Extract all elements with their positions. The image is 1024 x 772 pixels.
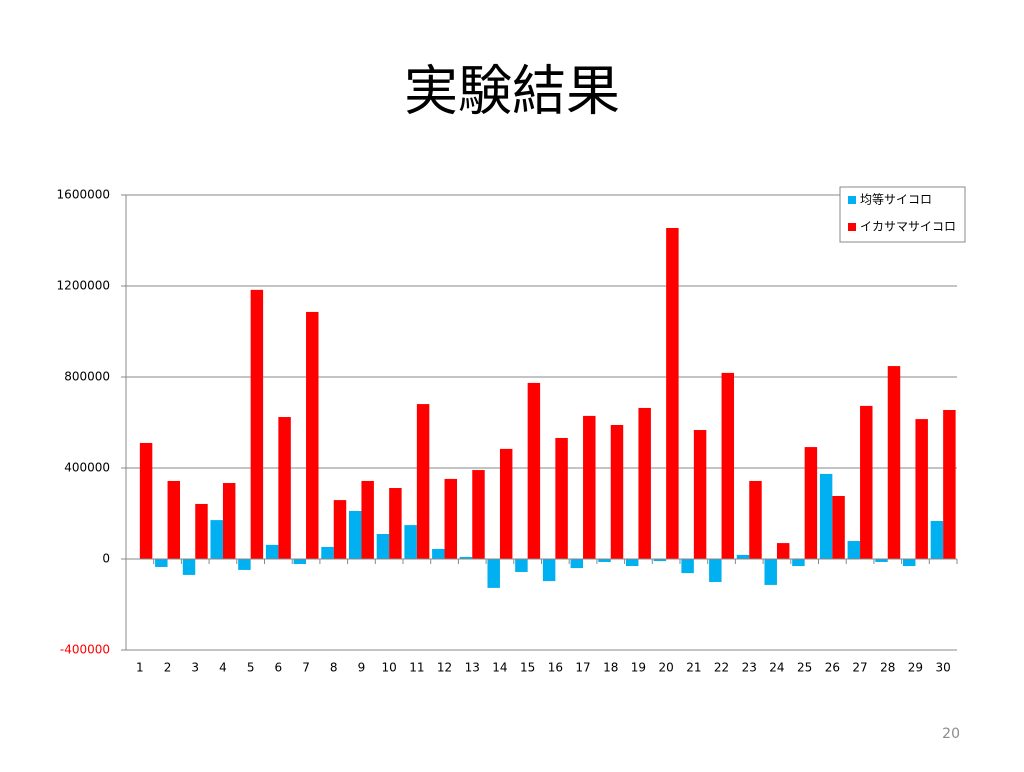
- bar: [445, 479, 457, 559]
- bar: [943, 410, 955, 559]
- x-tick-label: 27: [852, 661, 867, 675]
- x-tick-label: 16: [548, 661, 563, 675]
- bar: [764, 559, 776, 585]
- bar: [666, 228, 678, 559]
- bar: [848, 541, 860, 559]
- bar: [210, 520, 222, 559]
- x-tick-label: 5: [247, 661, 255, 675]
- bar: [555, 438, 567, 559]
- x-tick-label: 22: [714, 661, 729, 675]
- bar: [515, 559, 527, 572]
- bar: [888, 366, 900, 559]
- page-number: 20: [942, 726, 960, 742]
- legend-swatch: [848, 223, 856, 231]
- x-tick-label: 9: [358, 661, 366, 675]
- x-tick-label: 21: [686, 661, 701, 675]
- chart-title: 実験結果: [404, 60, 620, 123]
- bar: [168, 481, 180, 559]
- x-tick-label: 29: [908, 661, 923, 675]
- bar: [832, 496, 844, 559]
- bar: [820, 474, 832, 559]
- x-tick-label: 15: [520, 661, 535, 675]
- bar: [294, 559, 306, 564]
- x-tick-label: 24: [769, 661, 784, 675]
- x-tick-label: 7: [302, 661, 310, 675]
- bar: [472, 470, 484, 559]
- bar: [583, 416, 595, 559]
- bar: [638, 408, 650, 559]
- bar: [528, 383, 540, 559]
- bar: [417, 404, 429, 559]
- bar: [183, 559, 195, 575]
- y-tick-label: 800000: [64, 370, 110, 384]
- bar: [860, 406, 872, 559]
- bar: [278, 417, 290, 559]
- bar: [195, 504, 207, 559]
- bar: [404, 525, 416, 559]
- y-tick-label: 1200000: [57, 279, 110, 293]
- x-tick-label: 2: [164, 661, 172, 675]
- x-tick-label: 11: [409, 661, 424, 675]
- bar: [140, 443, 152, 559]
- x-tick-label: 17: [575, 661, 590, 675]
- bar: [487, 559, 499, 588]
- legend-swatch: [848, 196, 856, 204]
- bar: [432, 549, 444, 559]
- bar: [389, 488, 401, 559]
- bar: [377, 534, 389, 559]
- bar: [611, 425, 623, 559]
- x-tick-label: 13: [465, 661, 480, 675]
- x-tick-label: 25: [797, 661, 812, 675]
- bar: [777, 543, 789, 559]
- bar: [709, 559, 721, 582]
- bar: [571, 559, 583, 568]
- bar: [749, 481, 761, 559]
- bar: [626, 559, 638, 566]
- x-tick-label: 14: [492, 661, 507, 675]
- y-tick-label: 0: [102, 552, 110, 566]
- bar: [238, 559, 250, 570]
- x-tick-label: 26: [825, 661, 840, 675]
- bar: [251, 290, 263, 559]
- bar: [266, 545, 278, 559]
- bar: [931, 521, 943, 559]
- bar: [223, 483, 235, 559]
- bar: [722, 373, 734, 559]
- y-tick-label: 400000: [64, 461, 110, 475]
- y-tick-label: 1600000: [57, 188, 110, 202]
- bar: [805, 447, 817, 559]
- bar: [321, 547, 333, 559]
- bar: [694, 430, 706, 559]
- bar: [334, 500, 346, 559]
- x-tick-label: 4: [219, 661, 227, 675]
- x-tick-label: 1: [136, 661, 144, 675]
- bar: [349, 511, 361, 559]
- x-tick-label: 18: [603, 661, 618, 675]
- x-tick-label: 23: [742, 661, 757, 675]
- x-tick-label: 28: [880, 661, 895, 675]
- bar: [361, 481, 373, 559]
- bar: [306, 312, 318, 559]
- bar: [681, 559, 693, 573]
- bar: [155, 559, 167, 567]
- bar: [903, 559, 915, 566]
- x-tick-label: 8: [330, 661, 338, 675]
- x-tick-label: 20: [659, 661, 674, 675]
- bar: [737, 555, 749, 559]
- x-tick-label: 3: [191, 661, 199, 675]
- bar: [543, 559, 555, 581]
- bar: [500, 449, 512, 559]
- x-tick-label: 10: [382, 661, 397, 675]
- x-tick-label: 12: [437, 661, 452, 675]
- bar: [915, 419, 927, 559]
- x-tick-label: 19: [631, 661, 646, 675]
- x-tick-label: 30: [936, 661, 951, 675]
- legend-label: 均等サイコロ: [860, 193, 932, 207]
- legend-label: イカサマサイコロ: [860, 220, 956, 234]
- bar: [792, 559, 804, 566]
- y-tick-label: -400000: [60, 643, 110, 657]
- x-tick-label: 6: [275, 661, 283, 675]
